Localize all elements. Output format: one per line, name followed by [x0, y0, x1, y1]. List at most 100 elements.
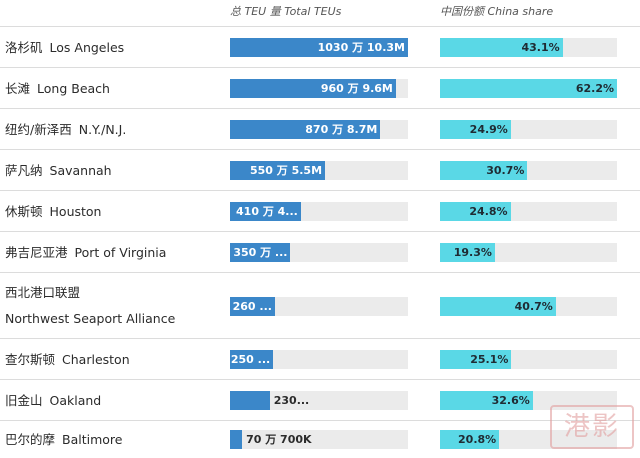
port-name-zh: 查尔斯顿 [5, 352, 56, 367]
port-label: 巴尔的摩 Baltimore [5, 427, 122, 453]
port-name-zh: 西北港口联盟 [5, 285, 81, 300]
port-name-en: Los Angeles [49, 40, 125, 55]
table-row: 萨凡纳 Savannah 550 万 5.5M 30.7% [0, 149, 640, 191]
teu-value-label: 1030 万 10.3M [317, 41, 405, 54]
china-share-bar-track: 19.3% [440, 243, 617, 262]
teu-value-label: 550 万 5.5M [249, 164, 323, 177]
china-share-value-label: 24.8% [469, 205, 508, 218]
port-name-en: Port of Virginia [74, 245, 167, 260]
teu-value-label: 410 万 4... [236, 205, 298, 218]
china-share-value-label: 40.7% [514, 300, 553, 313]
table-row: 旧金山 Oakland 230... 32.6% [0, 379, 640, 421]
china-share-bar-track: 25.1% [440, 350, 617, 369]
teu-value-label: 70 万 700K [246, 433, 312, 446]
china-share-value-label: 20.8% [458, 433, 497, 446]
port-name-en: Long Beach [37, 81, 110, 96]
teu-bar: 410 万 4... [230, 202, 301, 221]
china-share-bar-track: 62.2% [440, 79, 617, 98]
port-name-en: Northwest Seaport Alliance [5, 311, 176, 326]
table-row: 休斯顿 Houston 410 万 4... 24.8% [0, 190, 640, 232]
table-row: 弗吉尼亚港 Port of Virginia 350 万 ... 19.3% [0, 231, 640, 273]
port-name-zh: 长滩 [5, 81, 31, 96]
port-name-zh: 巴尔的摩 [5, 432, 56, 447]
teu-bar-track: 960 万 9.6M [230, 79, 408, 98]
teu-bar: 550 万 5.5M [230, 161, 326, 180]
china-share-value-label: 62.2% [575, 82, 614, 95]
port-label: 查尔斯顿 Charleston [5, 347, 130, 373]
port-name-en: Houston [49, 204, 102, 219]
table-row: 巴尔的摩 Baltimore 70 万 700K 20.8% [0, 420, 640, 458]
teu-value-label: 960 万 9.6M [320, 82, 393, 95]
port-name-zh: 旧金山 [5, 393, 43, 408]
china-share-bar-track: 24.9% [440, 120, 617, 139]
china-share-bar: 62.2% [440, 79, 617, 98]
china-share-bar-track: 24.8% [440, 202, 617, 221]
table-row: 西北港口联盟 Northwest Seaport Alliance 260 ... 4… [0, 272, 640, 339]
teu-bar [230, 430, 243, 449]
teu-bar-track: 70 万 700K [230, 430, 408, 449]
table-row: 查尔斯顿 Charleston 250 ... 25.1% [0, 338, 640, 380]
teu-bar: 350 万 ... [230, 243, 291, 262]
port-label: 西北港口联盟 Northwest Seaport Alliance [5, 280, 175, 332]
port-name-en: N.Y./N.J. [78, 122, 127, 137]
china-share-bar: 25.1% [440, 350, 512, 369]
teu-value-label: 260 ... [232, 300, 272, 313]
china-share-bar-track: 20.8% [440, 430, 617, 449]
china-share-value-label: 19.3% [453, 246, 492, 259]
watermark-logo: 港影 [550, 405, 634, 449]
china-share-bar: 43.1% [440, 38, 563, 57]
teu-value-label: 250 ... [230, 353, 271, 366]
china-share-bar: 24.8% [440, 202, 511, 221]
port-name-en: Oakland [49, 393, 102, 408]
port-name-zh: 纽约/新泽西 [5, 122, 72, 137]
china-share-value-label: 24.9% [469, 123, 508, 136]
teu-bar-track: 550 万 5.5M [230, 161, 408, 180]
china-share-bar: 20.8% [440, 430, 500, 449]
header-total-teus: 总 TEU 量 Total TEUs [230, 5, 342, 18]
port-name-zh: 洛杉矶 [5, 40, 43, 55]
china-share-value-label: 43.1% [521, 41, 560, 54]
teu-bar: 960 万 9.6M [230, 79, 396, 98]
teu-value-label: 870 万 8.7M [305, 123, 378, 136]
china-share-bar: 19.3% [440, 243, 495, 262]
teu-bar: 870 万 8.7M [230, 120, 381, 139]
teu-bar-track: 230... [230, 391, 408, 410]
china-share-bar-track: 40.7% [440, 297, 617, 316]
teu-bar-track: 260 ... [230, 297, 408, 316]
teu-bar: 250 ... [230, 350, 274, 369]
port-name-zh: 休斯顿 [5, 204, 43, 219]
china-share-bar: 30.7% [440, 161, 528, 180]
teu-bar-track: 250 ... [230, 350, 408, 369]
china-share-bar-track: 30.7% [440, 161, 617, 180]
teu-bar: 260 ... [230, 297, 275, 316]
teu-value-label: 350 万 ... [233, 246, 288, 259]
teu-bar-track: 410 万 4... [230, 202, 408, 221]
china-share-value-label: 30.7% [486, 164, 525, 177]
china-share-bar: 40.7% [440, 297, 556, 316]
teu-bar [230, 391, 270, 410]
china-share-bar: 24.9% [440, 120, 511, 139]
port-name-en: Charleston [62, 352, 130, 367]
header-china-share: 中国份额 China share [440, 5, 554, 18]
china-share-bar: 32.6% [440, 391, 533, 410]
teu-bar-track: 1030 万 10.3M [230, 38, 408, 57]
port-label: 纽约/新泽西 N.Y./N.J. [5, 117, 126, 143]
port-label: 弗吉尼亚港 Port of Virginia [5, 240, 166, 266]
port-label: 休斯顿 Houston [5, 199, 101, 225]
china-share-value-label: 25.1% [470, 353, 509, 366]
china-share-bar-track: 43.1% [440, 38, 617, 57]
teu-bar-track: 870 万 8.7M [230, 120, 408, 139]
port-label: 长滩 Long Beach [5, 76, 110, 102]
china-share-value-label: 32.6% [491, 394, 530, 407]
port-name-en: Baltimore [62, 432, 123, 447]
table-row: 洛杉矶 Los Angeles 1030 万 10.3M 43.1% [0, 26, 640, 68]
table-row: 纽约/新泽西 N.Y./N.J. 870 万 8.7M 24.9% [0, 108, 640, 150]
table-row: 长滩 Long Beach 960 万 9.6M 62.2% [0, 67, 640, 109]
teu-bar: 1030 万 10.3M [230, 38, 408, 57]
port-label: 萨凡纳 Savannah [5, 158, 112, 184]
port-label: 旧金山 Oakland [5, 388, 101, 414]
teu-bar-track: 350 万 ... [230, 243, 408, 262]
port-label: 洛杉矶 Los Angeles [5, 35, 124, 61]
port-name-zh: 弗吉尼亚港 [5, 245, 68, 260]
port-name-zh: 萨凡纳 [5, 163, 43, 178]
